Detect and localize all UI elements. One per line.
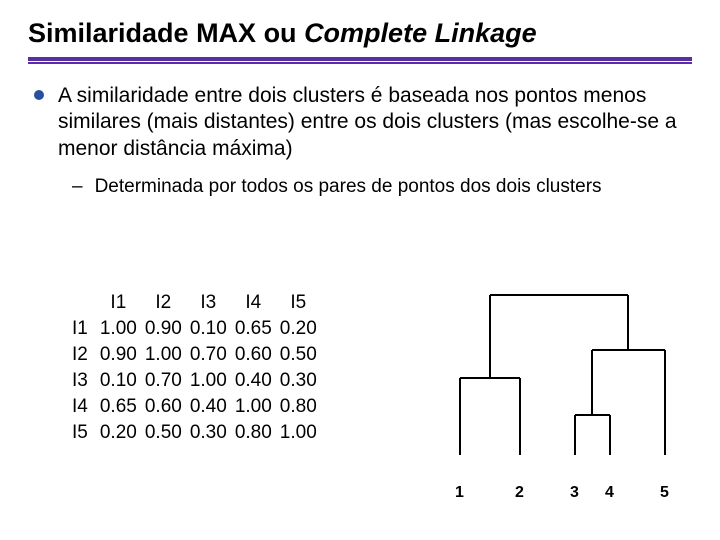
matrix-cell: 0.65 xyxy=(231,316,276,342)
dendrogram xyxy=(420,260,680,480)
matrix-cell: 1.00 xyxy=(96,316,141,342)
matrix-cell: 0.20 xyxy=(276,316,321,342)
matrix-col-header: I3 xyxy=(186,290,231,316)
matrix-col-header: I5 xyxy=(276,290,321,316)
matrix-cell: 0.30 xyxy=(186,420,231,446)
matrix-row-header: I1 xyxy=(65,316,96,342)
matrix-cell: 0.40 xyxy=(231,368,276,394)
dendrogram-leaf-label: 1 xyxy=(455,484,464,502)
dendrogram-leaf-label: 2 xyxy=(515,484,524,502)
matrix-row-header: I4 xyxy=(65,394,96,420)
matrix-cell: 1.00 xyxy=(231,394,276,420)
matrix-cell: 1.00 xyxy=(141,342,186,368)
matrix-cell: 0.40 xyxy=(186,394,231,420)
matrix-cell: 0.10 xyxy=(186,316,231,342)
matrix-cell: 0.90 xyxy=(141,316,186,342)
sub-bullet-item: – Determinada por todos os pares de pont… xyxy=(72,176,692,199)
matrix-cell: 0.50 xyxy=(276,342,321,368)
matrix-cell: 0.30 xyxy=(276,368,321,394)
matrix-row-header: I3 xyxy=(65,368,96,394)
bullet-text: A similaridade entre dois clusters é bas… xyxy=(58,83,692,162)
dendrogram-leaf-label: 4 xyxy=(605,484,614,502)
matrix-row-header: I2 xyxy=(65,342,96,368)
matrix-cell: 0.70 xyxy=(141,368,186,394)
matrix-cell: 0.60 xyxy=(231,342,276,368)
sub-bullet-text: Determinada por todos os pares de pontos… xyxy=(95,176,602,199)
title-underline xyxy=(28,57,692,63)
matrix-cell: 1.00 xyxy=(276,420,321,446)
bullet-icon xyxy=(34,90,44,100)
matrix-col-header: I4 xyxy=(231,290,276,316)
dendrogram-leaf-label: 5 xyxy=(660,484,669,502)
matrix-cell: 0.20 xyxy=(96,420,141,446)
matrix-cell: 0.50 xyxy=(141,420,186,446)
matrix-col-header: I2 xyxy=(141,290,186,316)
matrix-cell: 0.80 xyxy=(231,420,276,446)
dendrogram-leaf-label: 3 xyxy=(570,484,579,502)
matrix-cell: 0.60 xyxy=(141,394,186,420)
slide-title: Similaridade MAX ou Complete Linkage xyxy=(28,18,692,49)
matrix-cell: 0.70 xyxy=(186,342,231,368)
similarity-matrix: I1I2I3I4I5I11.000.900.100.650.20I20.901.… xyxy=(65,290,321,446)
matrix-cell: 0.90 xyxy=(96,342,141,368)
bullet-item: A similaridade entre dois clusters é bas… xyxy=(34,83,692,162)
matrix-cell: 0.10 xyxy=(96,368,141,394)
title-plain: Similaridade MAX ou xyxy=(28,18,304,48)
matrix-col-header: I1 xyxy=(96,290,141,316)
dash-icon: – xyxy=(72,176,83,199)
title-italic: Complete Linkage xyxy=(304,18,537,48)
matrix-cell: 0.80 xyxy=(276,394,321,420)
matrix-cell: 0.65 xyxy=(96,394,141,420)
matrix-cell: 1.00 xyxy=(186,368,231,394)
matrix-row-header: I5 xyxy=(65,420,96,446)
